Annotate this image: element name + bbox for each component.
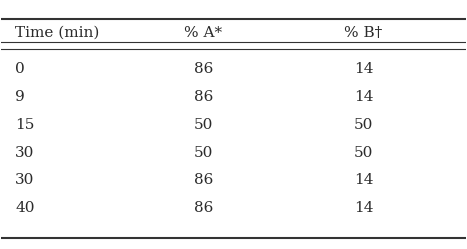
Text: 14: 14 <box>354 173 373 187</box>
Text: 0: 0 <box>15 62 25 76</box>
Text: 14: 14 <box>354 62 373 76</box>
Text: 30: 30 <box>15 146 35 160</box>
Text: % A*: % A* <box>184 26 222 40</box>
Text: 9: 9 <box>15 90 25 104</box>
Text: 86: 86 <box>194 173 213 187</box>
Text: 86: 86 <box>194 62 213 76</box>
Text: 50: 50 <box>354 118 373 132</box>
Text: % B†: % B† <box>344 26 382 40</box>
Text: 86: 86 <box>194 201 213 215</box>
Text: 86: 86 <box>194 90 213 104</box>
Text: 30: 30 <box>15 173 35 187</box>
Text: 15: 15 <box>15 118 35 132</box>
Text: 14: 14 <box>354 201 373 215</box>
Text: 40: 40 <box>15 201 35 215</box>
Text: Time (min): Time (min) <box>15 26 99 40</box>
Text: 50: 50 <box>194 146 213 160</box>
Text: 50: 50 <box>354 146 373 160</box>
Text: 14: 14 <box>354 90 373 104</box>
Text: 50: 50 <box>194 118 213 132</box>
